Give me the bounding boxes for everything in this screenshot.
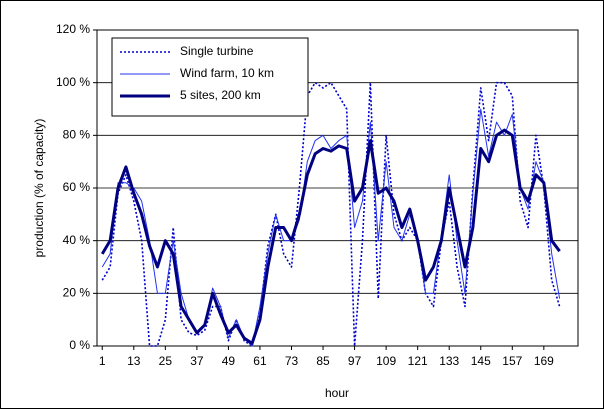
x-tick-label: 25 [159,354,173,368]
x-tick-label: 157 [502,354,522,368]
x-tick-label: 169 [534,354,554,368]
series-line [100,128,561,345]
legend-label: 5 sites, 200 km [180,88,261,102]
y-tick-label: 60 % [63,180,91,194]
x-tick-label: 97 [348,354,362,368]
y-tick-label: 20 % [63,286,91,300]
x-tick-label: 1 [99,354,106,368]
x-tick-label: 121 [408,354,428,368]
x-tick-label: 85 [316,354,330,368]
legend-label: Wind farm, 10 km [180,66,274,80]
y-tick-label: 0 % [69,338,90,352]
legend-box [111,37,309,117]
y-axis-label: production (% of capacity) [32,119,46,258]
y-tick-label: 40 % [63,233,91,247]
x-axis-label: hour [325,386,349,400]
x-tick-label: 109 [376,354,396,368]
x-tick-label: 133 [439,354,459,368]
x-tick-label: 13 [127,354,141,368]
x-tick-label: 61 [253,354,267,368]
series-line [101,108,561,347]
y-tick-label: 80 % [63,128,91,142]
x-tick-label: 49 [222,354,236,368]
y-tick-label: 100 % [56,75,90,89]
y-tick-label: 120 % [56,22,90,36]
x-tick-label: 73 [285,354,299,368]
legend-label: Single turbine [180,44,254,58]
x-tick-label: 145 [471,354,491,368]
x-tick-label: 37 [190,354,204,368]
